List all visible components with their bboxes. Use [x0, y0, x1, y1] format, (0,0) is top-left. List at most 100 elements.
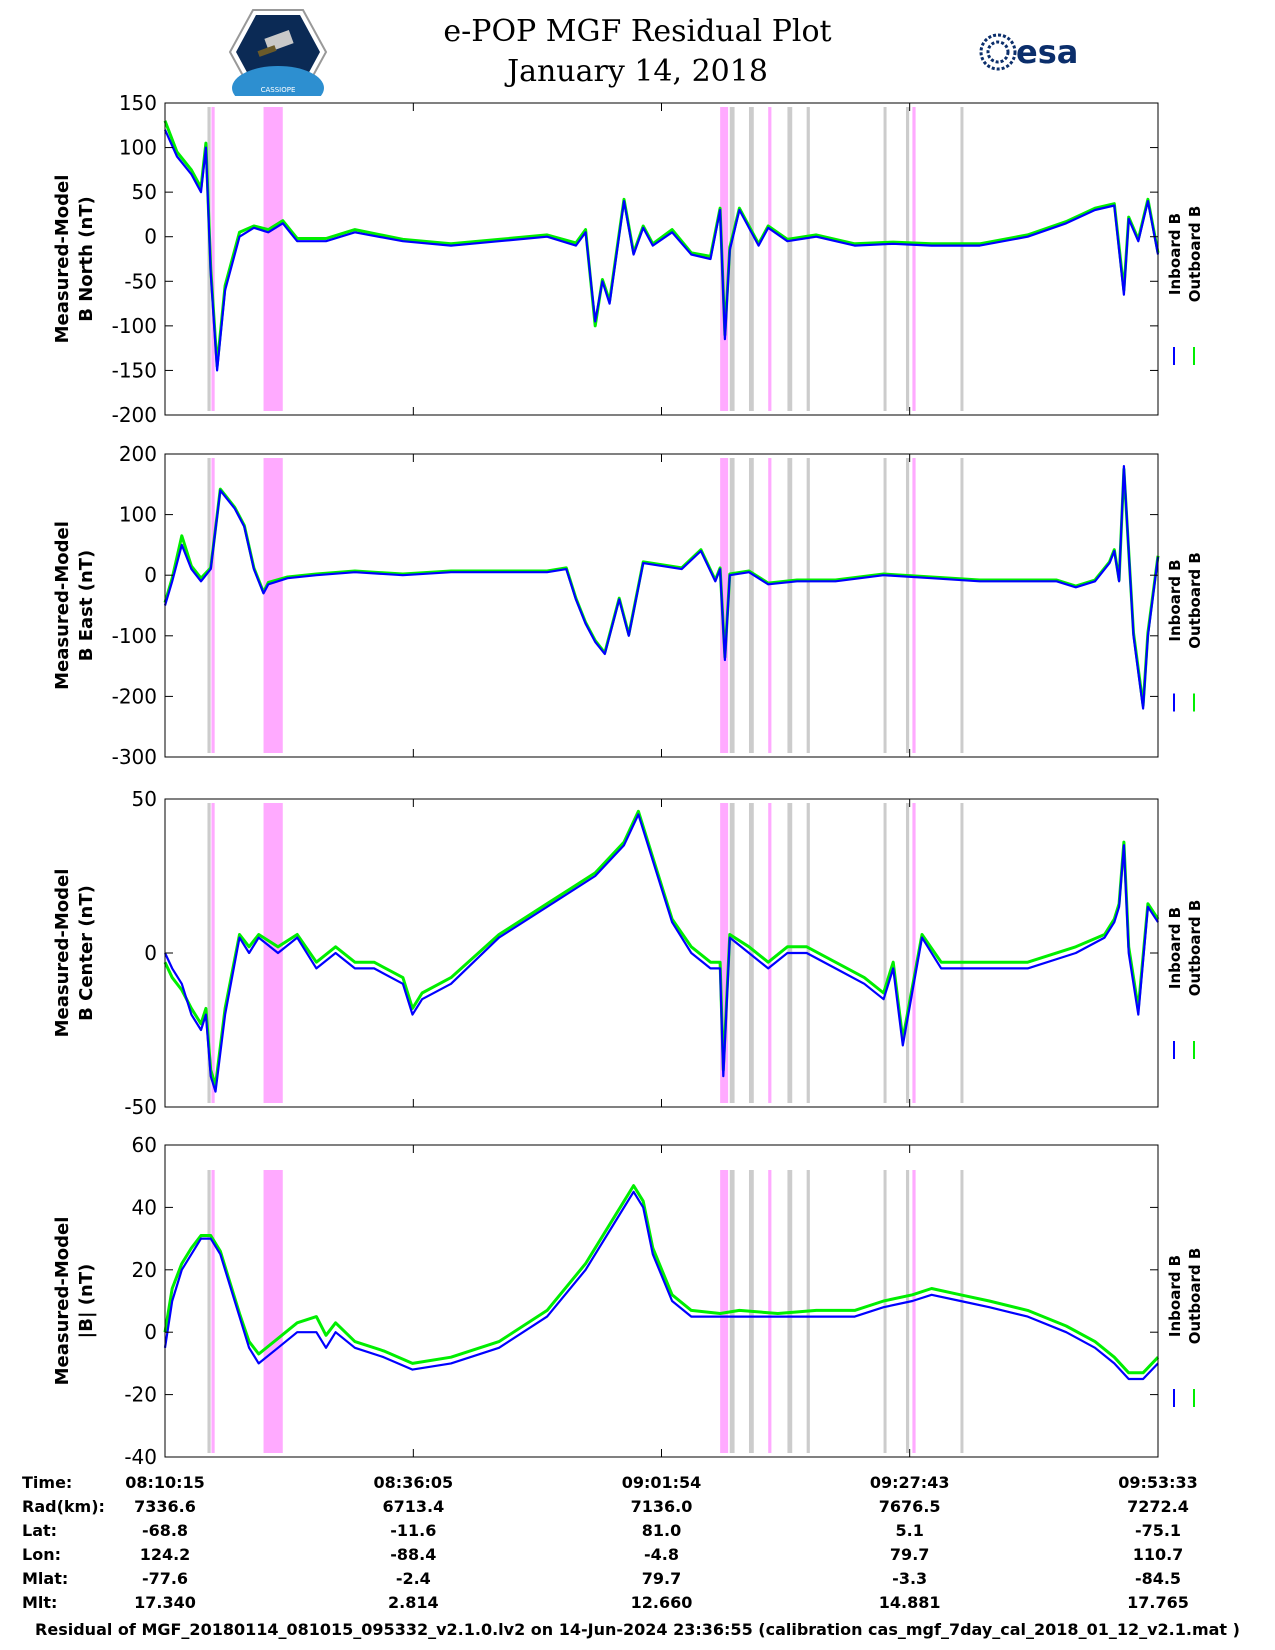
info-cell: 6713.4	[382, 1497, 444, 1516]
gray-interval-band	[960, 107, 964, 411]
gray-interval-band	[729, 803, 735, 1103]
pink-interval-band	[211, 458, 215, 753]
y-axis-label-line2: |B| (nT)	[76, 1264, 97, 1339]
info-cell: 2.814	[388, 1593, 439, 1612]
outboard-series-line	[163, 1184, 1160, 1375]
pink-interval-band	[720, 107, 729, 411]
plot-frame	[164, 1144, 1159, 1458]
info-cell: -75.1	[1135, 1521, 1181, 1540]
y-tick-label: 50	[132, 787, 157, 811]
y-axis-label-line1: Measured-Model	[52, 869, 73, 1038]
legend-label-inboard: Inboard B	[1166, 213, 1184, 295]
info-cell: 14.881	[879, 1593, 941, 1612]
footer-caption: Residual of MGF_20180114_081015_095332_v…	[35, 1620, 1240, 1639]
logo-lettering: CASSIOPE	[261, 86, 296, 94]
gray-interval-band	[960, 458, 964, 753]
y-axis-label-line2: B East (nT)	[76, 550, 97, 662]
gray-interval-band	[905, 1170, 910, 1453]
x-tick-label: 08:10:15	[125, 1473, 205, 1492]
y-axis-label-line1: Measured-Model	[52, 521, 73, 690]
y-tick-label: -100	[112, 314, 157, 338]
legend: Inboard B Outboard B	[1166, 552, 1204, 712]
gray-interval-band	[748, 458, 754, 753]
inboard-series-line	[163, 129, 1160, 372]
pink-interval-band	[263, 107, 283, 411]
plot-frame	[164, 102, 1159, 416]
legend: Inboard B Outboard B	[1166, 1248, 1204, 1407]
info-row-label: Mlat:	[22, 1569, 68, 1588]
plot-frame	[164, 798, 1159, 1108]
info-cell: -84.5	[1135, 1569, 1181, 1588]
y-axis-label: Measured-Model B Center (nT)	[52, 869, 97, 1038]
y-tick-label: -300	[112, 745, 157, 769]
y-axis-label: Measured-Model B East (nT)	[52, 521, 97, 690]
info-row-label: Time:	[22, 1473, 72, 1492]
gray-interval-band	[207, 803, 211, 1103]
gray-interval-band	[883, 1170, 887, 1453]
y-tick-label: -20	[124, 1383, 157, 1407]
info-cell: 7136.0	[631, 1497, 693, 1516]
cassiope-logo: CASSIOPE	[228, 9, 328, 96]
y-tick-label: -40	[124, 1445, 157, 1469]
y-tick-label: 0	[144, 941, 157, 965]
gray-interval-band	[729, 458, 735, 753]
inboard-series-line	[163, 465, 1160, 710]
info-cell: -11.6	[390, 1521, 436, 1540]
outboard-series-line	[163, 809, 1160, 1087]
legend-label-outboard: Outboard B	[1186, 1248, 1204, 1345]
y-tick-label: 100	[119, 136, 157, 160]
gray-interval-band	[207, 1170, 211, 1453]
legend-label-outboard: Outboard B	[1186, 206, 1204, 303]
gray-interval-band	[905, 107, 910, 411]
pink-interval-band	[768, 107, 772, 411]
info-cell: 79.7	[642, 1569, 681, 1588]
gray-interval-band	[905, 458, 910, 753]
esa-wordmark: esa	[1016, 33, 1078, 71]
gray-interval-band	[883, 803, 887, 1103]
info-cell: -77.6	[142, 1569, 188, 1588]
pink-interval-band	[912, 1170, 916, 1453]
legend: Inboard B Outboard B	[1166, 206, 1204, 365]
info-cell: 17.340	[134, 1593, 196, 1612]
info-cell: 81.0	[642, 1521, 681, 1540]
info-cell: -88.4	[390, 1545, 436, 1564]
info-cell: 12.660	[631, 1593, 693, 1612]
info-cell: 79.7	[890, 1545, 929, 1564]
y-tick-label: 0	[144, 563, 157, 587]
info-cell: 5.1	[895, 1521, 923, 1540]
pink-interval-band	[720, 803, 729, 1103]
chart-title: e-POP MGF Residual Plot	[443, 14, 832, 49]
y-tick-label: -100	[112, 624, 157, 648]
y-tick-label: 200	[119, 442, 157, 466]
gray-interval-band	[748, 107, 754, 411]
panel-4: 60 40 20 0 -20 -40 Measured-Model |B| (nT) Inboa…	[52, 1133, 1204, 1469]
y-tick-label: 60	[132, 1133, 157, 1157]
x-tick-label: 09:27:43	[870, 1473, 950, 1492]
y-axis-label: Measured-Model |B| (nT)	[52, 1217, 97, 1386]
pink-interval-band	[211, 803, 215, 1103]
gray-interval-band	[787, 107, 793, 411]
pink-interval-band	[912, 458, 916, 753]
y-tick-label: 0	[144, 225, 157, 249]
y-tick-label: 0	[144, 1320, 157, 1344]
info-cell: 110.7	[1133, 1545, 1184, 1564]
pink-interval-band	[211, 1170, 215, 1453]
y-tick-label: -200	[112, 403, 157, 427]
info-row-label: Lon:	[22, 1545, 61, 1564]
gray-interval-band	[960, 803, 964, 1103]
x-tick-label: 09:01:54	[622, 1473, 702, 1492]
chart-date: January 14, 2018	[507, 54, 768, 89]
info-cell: 7676.5	[879, 1497, 941, 1516]
outboard-series-line	[163, 467, 1160, 707]
gray-interval-band	[883, 458, 887, 753]
info-table: Time: Rad(km): Lat: Lon: Mlat: Mlt: 08:10:15 73…	[22, 1473, 1198, 1612]
y-tick-label: 50	[132, 180, 157, 204]
x-tick-label: 09:53:33	[1118, 1473, 1198, 1492]
y-axis-label-line2: B North (nT)	[76, 196, 97, 322]
info-cell: -4.8	[644, 1545, 679, 1564]
info-cell: 7336.6	[134, 1497, 196, 1516]
y-tick-label: 40	[132, 1195, 157, 1219]
pink-interval-band	[912, 107, 916, 411]
pink-interval-band	[720, 458, 729, 753]
y-tick-label: -50	[124, 1095, 157, 1119]
